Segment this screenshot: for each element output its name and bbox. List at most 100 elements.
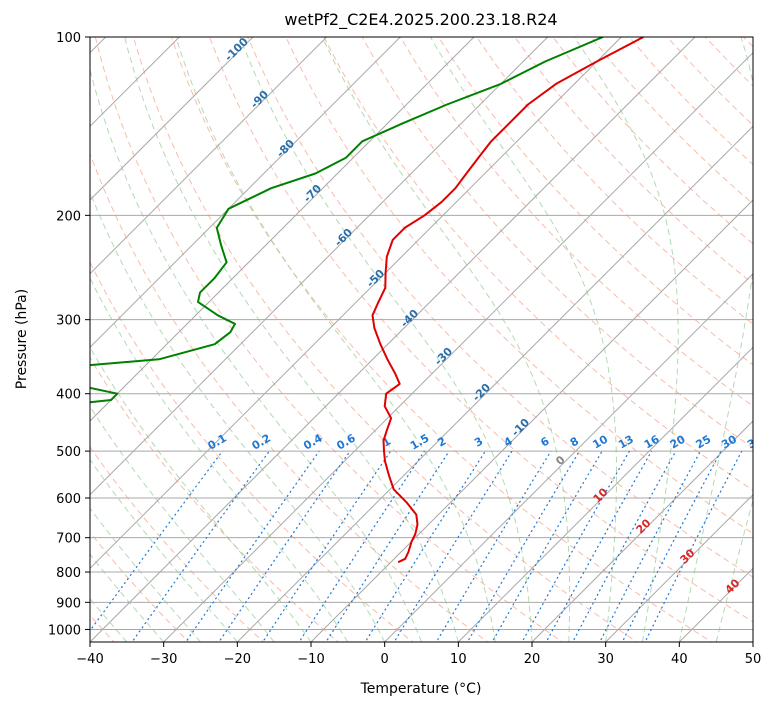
mixing-ratio-line: [621, 450, 722, 642]
moist-adiabat-line: [90, 346, 312, 642]
moist-adiabat-label: 30: [678, 546, 698, 566]
y-tick-label: 300: [56, 314, 81, 329]
dry-adiabat-line: [476, 37, 753, 325]
mixing-ratio-line: [90, 450, 223, 632]
x-tick-label: −30: [150, 652, 177, 667]
dry-adiabat-label: -30: [432, 345, 455, 368]
moist-adiabats: [90, 37, 753, 642]
y-tick-label: 800: [56, 566, 81, 581]
isotherms: [90, 37, 753, 642]
dry-adiabat-line: [90, 446, 265, 642]
dry-adiabat-label: -100: [222, 35, 251, 64]
isotherm-line: [605, 493, 753, 642]
y-tick-label: 900: [56, 596, 81, 611]
mixing-ratio-line: [393, 450, 513, 642]
y-tick-label: 700: [56, 532, 81, 547]
x-tick-label: 30: [597, 652, 614, 667]
x-tick-label: 20: [524, 652, 541, 667]
moist-adiabat-line: [90, 190, 386, 642]
moist-adiabat-line: [90, 458, 238, 642]
mixing-ratio-line: [131, 450, 270, 642]
mixing-ratio-lines: [90, 450, 743, 642]
moist-adiabat-line: [90, 553, 165, 642]
mixing-ratio-line: [466, 450, 580, 642]
x-tick-label: −40: [76, 652, 103, 667]
mixing-ratio-line: [572, 450, 677, 642]
temperature-profile-line: [371, 37, 644, 564]
moist-adiabat-line: [90, 507, 201, 642]
mixing-ratio-label: 25: [693, 433, 713, 452]
dry-adiabat-line: [285, 37, 753, 535]
dry-adiabat-label: -20: [470, 381, 493, 404]
mixing-ratio-line: [491, 450, 603, 642]
y-tick-label: 600: [56, 492, 81, 507]
isotherm-line: [90, 37, 475, 422]
dry-adiabat-label: -80: [274, 137, 297, 160]
moist-adiabat-line: [321, 37, 571, 642]
dry-adiabat-label: -90: [248, 88, 271, 111]
sounding-series: [90, 37, 644, 564]
moist-adiabat-line: [573, 37, 679, 642]
pressure-gridlines: [90, 37, 753, 630]
moist-adiabat-line: [90, 67, 422, 642]
moist-adiabat-label: 10: [591, 485, 611, 505]
y-tick-label: 200: [56, 209, 81, 224]
mixing-ratio-label: 30: [719, 432, 739, 451]
dewpoint-profile-line: [90, 37, 604, 404]
moist-adiabat-line: [715, 498, 753, 642]
isotherm-line: [90, 37, 401, 349]
isotherm-line: [384, 272, 753, 642]
dry-adiabat-label: -50: [364, 267, 387, 290]
mixing-ratio-line: [435, 450, 552, 642]
mixing-ratio-label: 2: [435, 435, 448, 450]
plot-frame: [89, 36, 754, 643]
y-axis-ticks: 100 200 300 400 500 600 700 800 900 1000: [48, 31, 90, 638]
mixing-ratio-line: [325, 450, 450, 642]
moist-adiabat-line: [90, 276, 349, 642]
moist-adiabat-line: [175, 37, 496, 642]
mixing-ratio-label: 10: [590, 432, 610, 451]
y-tick-label: 400: [56, 388, 81, 403]
isotherm-line: [236, 125, 753, 642]
mixing-ratio-label: 4: [502, 434, 515, 449]
dry-adiabats: [90, 37, 753, 642]
chart-title: wetPf2_C2E4.2025.200.23.18.R24: [284, 10, 557, 30]
dry-adiabat-line: [132, 37, 638, 642]
moist-adiabat-line: [124, 37, 459, 642]
mixing-ratio-line: [599, 450, 702, 642]
mixing-ratio-label: 0.4: [301, 431, 325, 452]
y-tick-label: 100: [56, 31, 81, 46]
mixing-ratio-label: 16: [642, 432, 662, 451]
isotherm-line: [531, 420, 753, 642]
dry-adiabat-label: -40: [398, 307, 421, 330]
dry-adiabat-line: [171, 37, 713, 642]
mixing-ratio-label: 1.5: [408, 432, 431, 453]
y-tick-label: 500: [56, 445, 81, 460]
mixing-ratio-line: [185, 450, 320, 642]
isotherm-line: [90, 37, 696, 642]
mixing-ratio-line: [364, 450, 486, 642]
isotherm-line: [457, 346, 753, 642]
mixing-ratio-label: 0.6: [334, 431, 358, 452]
moist-adiabat-line: [239, 37, 533, 642]
mixing-ratio-label: 6: [538, 434, 551, 449]
plot-area: 0.1 0.2 0.4 0.6 1 1.5 2 3 4 6 8 10 13 16 20 25 30 36-100-…: [90, 35, 753, 642]
x-tick-label: 50: [745, 652, 762, 667]
dry-adiabat-line: [90, 152, 489, 642]
y-axis-label: Pressure (hPa): [14, 289, 30, 389]
background-line-labels: 0.1 0.2 0.4 0.6 1 1.5 2 3 4 6 8 10 13 16 20 25 30 36-100-…: [205, 35, 753, 597]
mixing-ratio-line: [644, 450, 743, 642]
dry-adiabat-line: [743, 37, 753, 48]
mixing-ratio-line: [218, 450, 351, 642]
dry-adiabat-label: -60: [332, 226, 355, 249]
mixing-ratio-line: [521, 450, 631, 642]
mixing-ratio-label: 3: [472, 435, 485, 450]
moist-adiabat-label: 20: [634, 516, 654, 536]
x-tick-label: 0: [381, 652, 389, 667]
moist-adiabat-line: [90, 597, 128, 642]
x-axis-label: Temperature (°C): [360, 681, 482, 697]
dry-adiabat-line: [552, 37, 753, 245]
x-tick-label: −10: [297, 652, 324, 667]
isotherm-line: [90, 37, 328, 275]
